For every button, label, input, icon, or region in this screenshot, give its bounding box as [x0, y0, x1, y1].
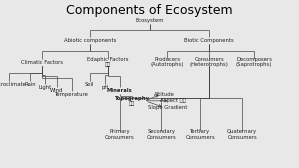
Text: Rain: Rain: [24, 81, 36, 87]
Text: Slope Gradient: Slope Gradient: [148, 105, 187, 110]
Text: Primary
Consumers: Primary Consumers: [105, 129, 135, 140]
Text: Altitude: Altitude: [154, 92, 175, 97]
Text: Tertiary
Consumers: Tertiary Consumers: [185, 129, 215, 140]
Text: Temperature: Temperature: [55, 92, 89, 97]
Text: Edaphic Factors
土壤: Edaphic Factors 土壤: [87, 57, 128, 67]
Text: pH: pH: [101, 85, 108, 90]
Text: Soil: Soil: [85, 81, 94, 87]
Text: Wind: Wind: [50, 88, 63, 93]
Text: Climatic Factors: Climatic Factors: [21, 60, 63, 65]
Text: Quaternary
Consumers: Quaternary Consumers: [227, 129, 257, 140]
Text: Minerals: Minerals: [107, 88, 132, 93]
Text: Abiotic components: Abiotic components: [63, 38, 116, 43]
Text: Consumers
(Heterotrophs): Consumers (Heterotrophs): [190, 57, 229, 67]
Text: Producers
(Autotrophs): Producers (Autotrophs): [151, 57, 184, 67]
Text: Microclimate: Microclimate: [0, 81, 26, 87]
Text: Secondary
Consumers: Secondary Consumers: [147, 129, 176, 140]
Text: Aspect 方面: Aspect 方面: [161, 98, 186, 103]
Text: Biotic Components: Biotic Components: [184, 38, 234, 43]
Text: Ecosystem: Ecosystem: [135, 18, 164, 23]
Text: Light: Light: [38, 85, 51, 90]
Text: Components of Ecosystem: Components of Ecosystem: [66, 4, 233, 17]
Text: Decomposers
(Saprotrophs): Decomposers (Saprotrophs): [236, 57, 272, 67]
Text: Topography
地形: Topography 地形: [114, 96, 149, 106]
